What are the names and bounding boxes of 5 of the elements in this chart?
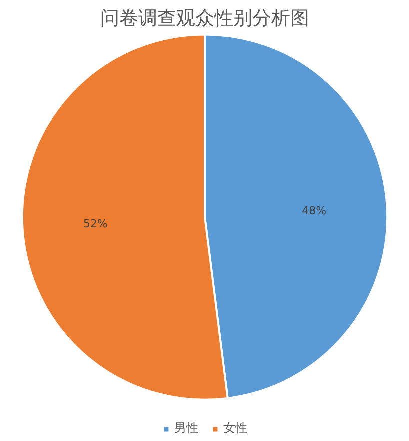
data-label: 52% (83, 217, 108, 230)
legend-label: 女性 (224, 420, 248, 437)
legend-label: 男性 (174, 420, 198, 437)
chart-title: 问卷调查观众性别分析图 (100, 8, 310, 30)
data-label: 48% (302, 204, 327, 218)
